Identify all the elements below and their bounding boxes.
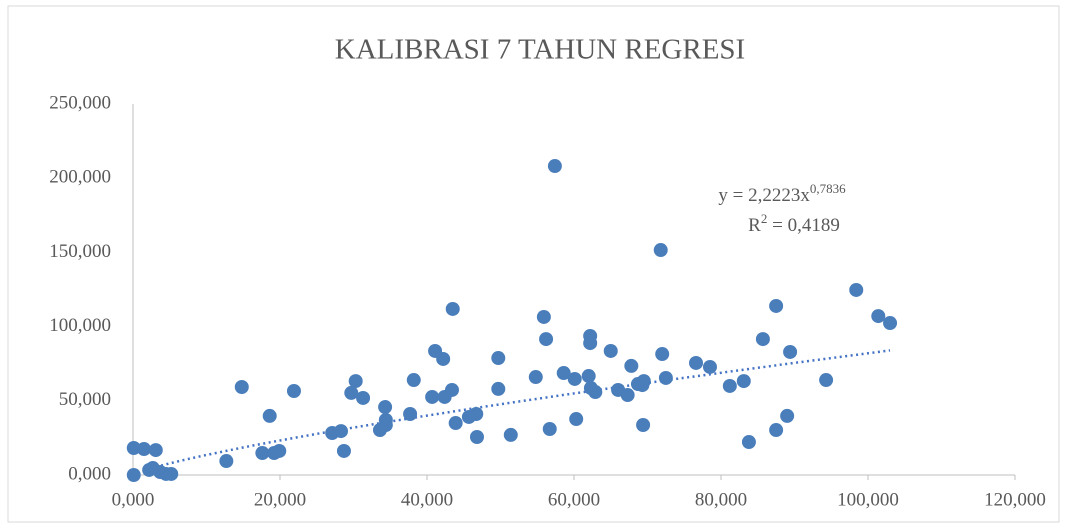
x-tick-label: 60,000 <box>548 489 600 510</box>
x-tick-label: 0,000 <box>112 489 155 510</box>
x-tick-label: 120,000 <box>984 489 1046 510</box>
point <box>689 355 704 370</box>
point <box>334 424 349 439</box>
trend-r2: R2 = 0,4189 <box>748 211 840 236</box>
point <box>356 390 371 405</box>
point <box>849 282 864 297</box>
point <box>542 421 557 436</box>
trend-equation: y = 2,2223x0,7836 <box>718 181 846 206</box>
point <box>702 359 717 374</box>
chart-border <box>7 5 1060 523</box>
point <box>636 374 651 389</box>
point <box>536 309 551 324</box>
point <box>741 435 756 450</box>
point <box>436 351 451 366</box>
r2-power: 2 <box>761 211 768 226</box>
point <box>444 382 459 397</box>
point <box>126 468 141 482</box>
point <box>234 379 249 394</box>
point <box>624 358 639 373</box>
point <box>406 373 421 388</box>
point <box>547 159 562 174</box>
y-tick-label: 0,000 <box>68 463 111 484</box>
point <box>491 381 506 396</box>
point <box>769 298 784 313</box>
exponent: 0,7836 <box>810 181 846 196</box>
y-tick-label: 250,000 <box>49 92 111 113</box>
point <box>722 378 737 393</box>
point <box>491 351 506 366</box>
point <box>445 301 460 316</box>
point <box>344 385 359 400</box>
y-tick-label: 200,000 <box>49 167 111 188</box>
point <box>272 443 287 458</box>
x-tick-label: 80,000 <box>695 489 747 510</box>
chart-title: KALIBRASI 7 TAHUN REGRESI <box>335 34 745 66</box>
x-tick-label: 20,000 <box>254 489 306 510</box>
point <box>653 243 668 258</box>
point <box>736 374 751 389</box>
point <box>780 408 795 423</box>
point <box>164 466 179 481</box>
point <box>769 423 784 438</box>
point <box>539 332 554 347</box>
x-tick-label: 100,000 <box>837 489 899 510</box>
point <box>469 430 484 445</box>
point <box>883 316 898 331</box>
point <box>348 374 363 389</box>
point <box>148 443 163 458</box>
point <box>503 427 518 442</box>
point <box>581 369 596 384</box>
point <box>378 400 393 415</box>
point <box>636 417 651 432</box>
point <box>219 454 234 469</box>
point <box>255 446 270 461</box>
point <box>755 332 770 347</box>
point <box>425 389 440 404</box>
point <box>583 328 598 343</box>
point <box>655 347 670 362</box>
point <box>819 373 834 388</box>
point <box>137 442 152 457</box>
point <box>448 416 463 431</box>
r2-value: = 0,4189 <box>767 215 839 236</box>
point <box>262 408 277 423</box>
point <box>658 370 673 385</box>
y-tick-label: 150,000 <box>49 241 111 262</box>
point <box>620 388 635 403</box>
point <box>403 407 418 422</box>
point <box>286 384 301 399</box>
point <box>603 343 618 358</box>
point <box>871 309 886 324</box>
point <box>336 443 351 458</box>
x-tick-label: 40,000 <box>401 489 453 510</box>
point <box>556 366 571 381</box>
point <box>469 407 484 422</box>
point <box>569 412 584 427</box>
point <box>378 412 393 427</box>
point <box>528 370 543 385</box>
point <box>588 385 603 400</box>
equation: y = 2,2223x <box>718 185 810 206</box>
y-tick-label: 50,000 <box>59 389 111 410</box>
point <box>567 371 582 386</box>
point <box>783 344 798 359</box>
y-tick-label: 100,000 <box>49 315 111 336</box>
point <box>126 440 141 455</box>
r2-symbol: R <box>748 215 761 236</box>
